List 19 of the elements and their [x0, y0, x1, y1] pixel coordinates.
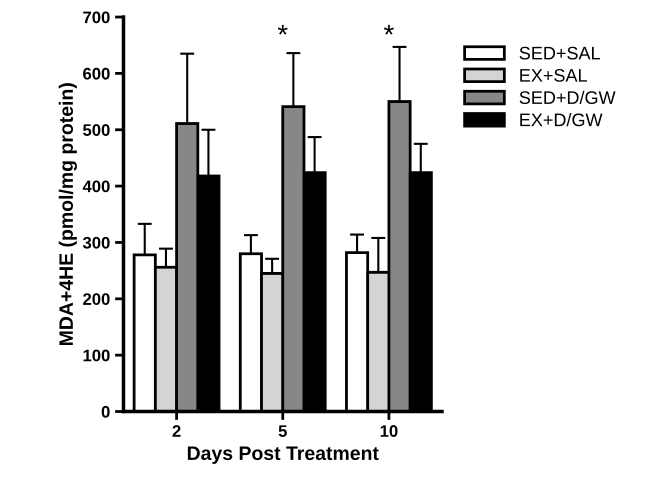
y-tick-label: 200: [83, 293, 110, 306]
x-tick-label: 2: [172, 425, 181, 437]
y-tick-label: 100: [84, 350, 110, 362]
x-tick-label: 5: [278, 425, 287, 437]
legend-label: SED+D/GW: [520, 90, 616, 104]
x-tick-label: 10: [380, 425, 398, 437]
y-tick-label: 400: [82, 180, 110, 192]
annotation: *: [384, 24, 394, 35]
y-tick-label: 500: [83, 124, 110, 136]
legend-label: EX+D/GW: [520, 113, 602, 126]
y-tick-label: 300: [82, 236, 110, 249]
y-tick-label: 700: [83, 11, 110, 24]
y-tick-label: 600: [83, 68, 110, 80]
y-tick-label: 0: [102, 406, 110, 418]
annotation: *: [278, 24, 288, 35]
legend-label: EX+SAL: [520, 68, 587, 82]
legend-label: SED+SAL: [520, 46, 600, 60]
x-axis-title: Days Post Treatment: [188, 446, 379, 464]
y-axis-title: MDA+4HE (pmol/mg protein): [58, 83, 77, 346]
